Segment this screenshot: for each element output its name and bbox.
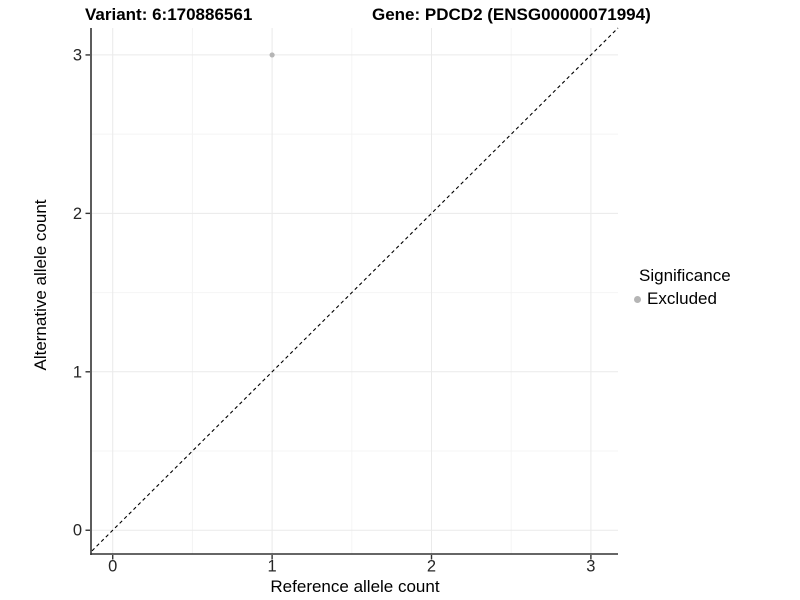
- legend-item-label: Excluded: [647, 289, 717, 308]
- plot-title-gene: Gene: PDCD2 (ENSG00000071994): [372, 5, 651, 24]
- y-tick-label: 3: [73, 46, 82, 64]
- identity-reference-line: [91, 27, 619, 552]
- x-tick-label: 0: [108, 558, 117, 576]
- x-tick-label: 1: [268, 558, 277, 576]
- data-point: [269, 52, 275, 58]
- x-tick-label: 3: [586, 558, 595, 576]
- x-axis-title: Reference allele count: [270, 577, 440, 596]
- y-axis-title: Alternative allele count: [31, 199, 50, 371]
- legend-item-excluded: Excluded: [630, 289, 731, 309]
- legend: Significance Excluded: [630, 266, 731, 309]
- y-tick-label: 0: [73, 522, 82, 540]
- y-tick-label: 2: [73, 205, 82, 223]
- y-tick-label: 1: [73, 363, 82, 381]
- legend-title: Significance: [639, 266, 731, 285]
- plot-title-variant: Variant: 6:170886561: [85, 5, 253, 24]
- legend-point-icon: [634, 295, 641, 303]
- x-tick-label: 2: [427, 558, 436, 576]
